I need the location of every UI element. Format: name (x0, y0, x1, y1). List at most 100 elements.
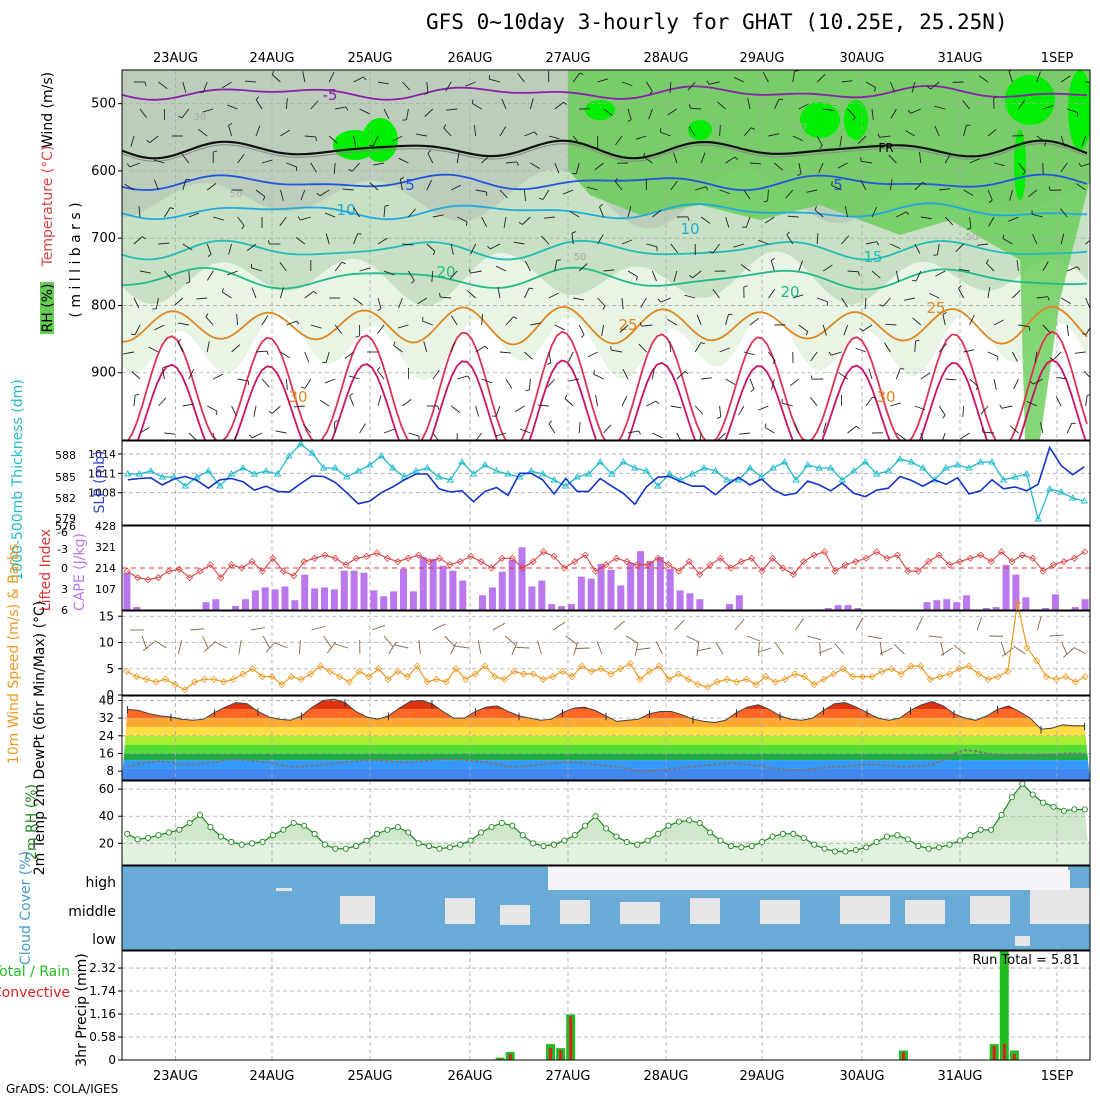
cape-bar (567, 604, 575, 610)
precip-convective-bar (549, 1048, 553, 1060)
wind-barb (575, 162, 580, 174)
date-label-top: 24AUG (249, 51, 294, 66)
rh-point (540, 842, 547, 850)
rh-point (1060, 807, 1068, 814)
wind-speed-point (936, 673, 944, 681)
wind-barb-flag (296, 320, 300, 325)
wind-speed-point (500, 675, 508, 683)
wind-barb-flag (1047, 296, 1050, 301)
thickness-point (746, 464, 754, 471)
wind-barb (798, 103, 809, 110)
wind-speed-point (345, 678, 354, 686)
li-point (383, 554, 391, 562)
wind-barb (1032, 378, 1044, 385)
wind-barb-flag (571, 231, 576, 234)
wind-barb (792, 71, 795, 83)
cloud-cover-panel: high middle low Cloud Cover (%) (18, 851, 1091, 965)
wind-barb (1056, 376, 1068, 380)
surface-wind-barb (537, 640, 542, 655)
wind-barb (930, 81, 940, 90)
surface-wind-barb (1063, 647, 1075, 658)
wind-barb (1085, 326, 1090, 335)
thickness-point (216, 482, 224, 489)
wind-barb-flag (687, 216, 690, 221)
wind-speed-point (887, 665, 896, 673)
wind-barb (231, 405, 237, 417)
wind-barb (206, 243, 212, 255)
rh-point (1040, 799, 1047, 806)
wind-speed-point (955, 665, 963, 673)
wind-barb (603, 424, 612, 434)
surface-wind-barb (298, 640, 301, 655)
wind-barb (206, 270, 214, 281)
wind-barb (349, 395, 355, 407)
cape-bar (479, 595, 487, 610)
wind-barb (855, 347, 867, 353)
temp-contour-label: 15 (863, 248, 882, 266)
thickness-axis-label: 1000-500mb Thickness (dm) (10, 379, 26, 580)
wind-barb (261, 378, 270, 388)
wind-barb (261, 315, 269, 326)
rh-point (394, 824, 401, 831)
wind-barb (334, 324, 343, 335)
wind-barb (862, 324, 873, 332)
wind-barb (621, 239, 633, 245)
wind-barb (1009, 425, 1019, 434)
wind-speed-point (558, 667, 567, 675)
wind-speed-point (829, 670, 838, 678)
wind-barb (295, 237, 306, 245)
surface-wind-barb (613, 620, 626, 631)
wind-barb (1008, 216, 1019, 222)
temperature-band (122, 744, 1090, 754)
wind-barb (334, 261, 343, 272)
freezing-line-edge (122, 143, 1088, 162)
wind-speed-point (742, 675, 750, 683)
wind-barb (182, 243, 193, 251)
li-point (134, 574, 142, 582)
cape-bar (350, 570, 358, 610)
wind-barb (915, 270, 922, 282)
wind-barb (569, 210, 580, 218)
slp-tick: 1008 (88, 487, 116, 500)
cape-bar (508, 559, 516, 610)
cloud-block (990, 870, 1070, 890)
wind-barb (324, 378, 336, 384)
wind-barb (554, 324, 565, 331)
date-label-bottom: 29AUG (739, 1069, 784, 1084)
date-label-top: 27AUG (545, 51, 590, 66)
wind-barb (838, 372, 848, 380)
date-label-bottom: 23AUG (153, 1069, 198, 1084)
wind-barb (213, 216, 224, 221)
wind-barb (402, 243, 414, 246)
rh-contour-label: 50 (966, 232, 979, 243)
thickness-point (1080, 497, 1089, 504)
rh-point (550, 841, 558, 848)
wind-barb (164, 270, 173, 280)
wind-barb-flag (958, 285, 962, 289)
wind-barb-flag (443, 124, 447, 129)
wind-barb-flag (684, 371, 689, 374)
wind-barb (130, 135, 135, 147)
wind-barb (692, 270, 702, 279)
rh-point (1029, 791, 1036, 798)
wind-speed-point (287, 673, 295, 681)
wind-barb-flag (1002, 234, 1005, 239)
surface-wind-barb (504, 635, 516, 646)
rh-point (155, 832, 162, 839)
wind-barb (445, 81, 452, 92)
wind-speed-point (278, 680, 286, 689)
temperature-legend-label: Temperature (°C) (40, 146, 56, 268)
wind-barb (497, 287, 501, 299)
surface-wind-barb (311, 625, 326, 631)
wind-barb (578, 422, 581, 434)
wind-barb (1055, 396, 1062, 407)
wind-speed-point (336, 673, 344, 681)
wind-speed-line (126, 602, 1086, 691)
li-point (602, 561, 610, 569)
wind-speed-point (723, 675, 731, 683)
wind-barb (251, 287, 257, 299)
wind-barb (432, 214, 444, 218)
wind-barb (475, 345, 486, 353)
thickness-point (619, 458, 628, 465)
wind-barb (920, 432, 924, 440)
